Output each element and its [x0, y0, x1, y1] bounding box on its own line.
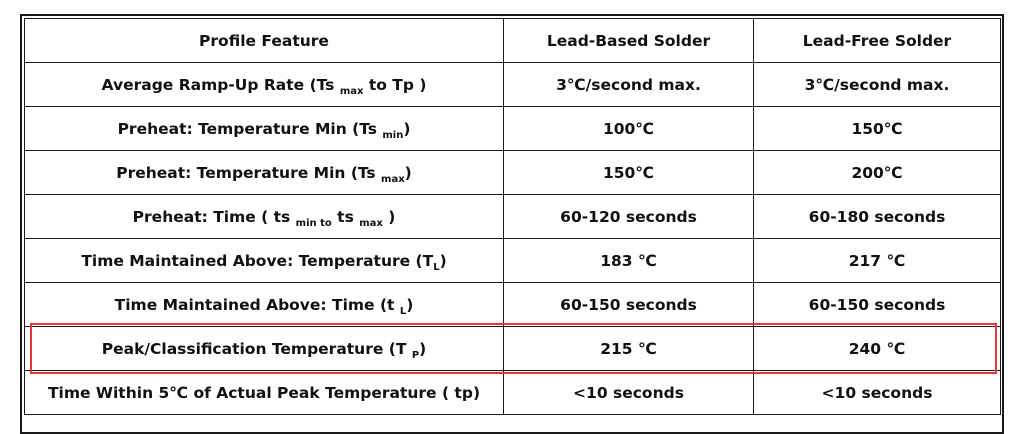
lead-free-value: 200℃ [753, 150, 1001, 195]
header-lead-based-solder: Lead-Based Solder [503, 18, 754, 63]
feature-text: Preheat: Temperature Min (Ts [116, 163, 382, 182]
lead-based-value: 60-150 seconds [503, 282, 754, 327]
lead-based-value: 3℃/second max. [503, 62, 754, 107]
feature-subscript: max [381, 173, 405, 185]
lead-based-value: <10 seconds [503, 370, 754, 415]
feature-text: Peak/Classification Temperature (T [101, 339, 412, 358]
feature-cell: Time Maintained Above: Temperature (TL) [24, 238, 504, 283]
header-profile-feature: Profile Feature [24, 18, 504, 63]
feature-text: Preheat: Time ( ts [132, 207, 296, 226]
table-header-row: Profile Feature Lead-Based Solder Lead-F… [24, 18, 1001, 63]
lead-free-value: 60-180 seconds [753, 194, 1001, 239]
table-row-highlighted: Peak/Classification Temperature (T P) 21… [24, 326, 1001, 371]
feature-cell: Peak/Classification Temperature (T P) [24, 326, 504, 371]
feature-subscript: P [411, 349, 420, 361]
lead-free-value: 3℃/second max. [753, 62, 1001, 107]
feature-subscript: min [382, 129, 404, 141]
lead-based-value: 215 ℃ [503, 326, 754, 371]
feature-cell: Preheat: Temperature Min (Ts min) [24, 106, 504, 151]
table-row: Average Ramp-Up Rate (Ts max to Tp ) 3℃/… [24, 62, 1001, 107]
feature-cell: Average Ramp-Up Rate (Ts max to Tp ) [24, 62, 504, 107]
feature-text-end: to Tp ) [363, 75, 427, 94]
feature-text: Time Within 5℃ of Actual Peak Temperatur… [47, 383, 481, 402]
feature-text-end: ) [439, 251, 447, 270]
feature-text: Average Ramp-Up Rate (Ts [101, 75, 340, 94]
reflow-profile-table: Profile Feature Lead-Based Solder Lead-F… [24, 18, 1001, 415]
lead-based-value: 60-120 seconds [503, 194, 754, 239]
lead-based-value: 100℃ [503, 106, 754, 151]
feature-subscript: max [339, 85, 364, 97]
table-row: Time Maintained Above: Temperature (TL) … [24, 238, 1001, 283]
feature-text: Preheat: Temperature Min (Ts [117, 119, 383, 138]
feature-subscript: L [433, 261, 440, 273]
feature-text-mid: ts [331, 207, 360, 226]
feature-text-end: ) [382, 207, 396, 226]
lead-free-value: 240 ℃ [753, 326, 1001, 371]
feature-text-end: ) [404, 163, 412, 182]
feature-cell: Preheat: Temperature Min (Ts max) [24, 150, 504, 195]
feature-cell: Preheat: Time ( ts min to ts max ) [24, 194, 504, 239]
feature-subscript: min to [295, 217, 332, 229]
feature-text-end: ) [403, 119, 411, 138]
lead-based-value: 150℃ [503, 150, 754, 195]
table-row: Preheat: Temperature Min (Ts min) 100℃ 1… [24, 106, 1001, 151]
feature-text-end: ) [419, 339, 427, 358]
table-row: Preheat: Time ( ts min to ts max ) 60-12… [24, 194, 1001, 239]
feature-text-end: ) [406, 295, 414, 314]
feature-cell: Time Within 5℃ of Actual Peak Temperatur… [24, 370, 504, 415]
header-lead-free-solder: Lead-Free Solder [753, 18, 1001, 63]
feature-cell: Time Maintained Above: Time (t L) [24, 282, 504, 327]
feature-subscript-2: max [359, 217, 383, 229]
lead-based-value: 183 ℃ [503, 238, 754, 283]
table-row: Time Maintained Above: Time (t L) 60-150… [24, 282, 1001, 327]
lead-free-value: 150℃ [753, 106, 1001, 151]
feature-subscript: L [399, 305, 407, 317]
table-row: Time Within 5℃ of Actual Peak Temperatur… [24, 370, 1001, 415]
table-row: Preheat: Temperature Min (Ts max) 150℃ 2… [24, 150, 1001, 195]
lead-free-value: 217 ℃ [753, 238, 1001, 283]
lead-free-value: 60-150 seconds [753, 282, 1001, 327]
lead-free-value: <10 seconds [753, 370, 1001, 415]
feature-text: Time Maintained Above: Temperature (T [81, 251, 434, 270]
feature-text: Time Maintained Above: Time (t [114, 295, 400, 314]
